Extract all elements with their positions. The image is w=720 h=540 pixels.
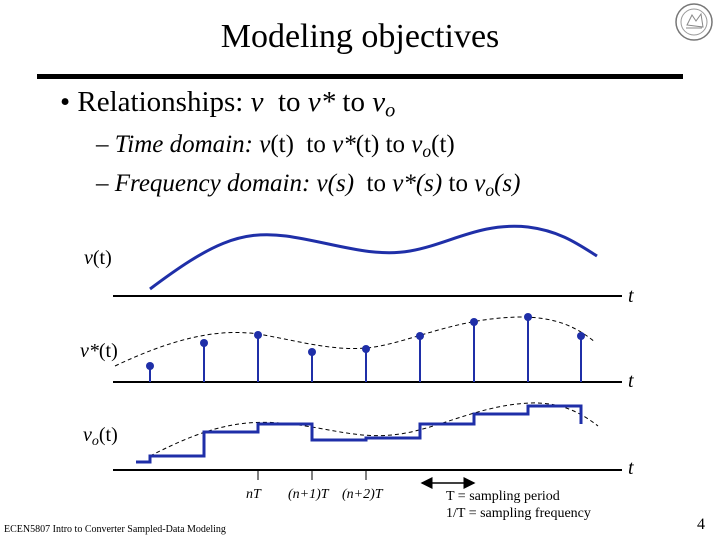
axis-label-t-2: t — [628, 370, 634, 392]
note-sampling-frequency: 1/T = sampling frequency — [446, 506, 591, 521]
bullet-vo-base: v — [372, 86, 386, 118]
time-vstar: v* — [332, 131, 356, 158]
freq-vo-arg: (s) — [494, 170, 521, 197]
impulse-dot-6 — [470, 318, 478, 326]
time-v: v — [259, 131, 271, 158]
slide-title: Modeling objectives — [220, 18, 500, 55]
axis-label-t-3: t — [628, 457, 634, 479]
axis-label-t-1: t — [628, 285, 634, 307]
freq-to-2: to — [448, 170, 468, 197]
label-vo-sub: o — [91, 433, 99, 449]
freq-vstar-arg: (s) — [415, 170, 443, 197]
sample-impulses — [146, 313, 585, 382]
impulse-dot-1 — [200, 339, 208, 347]
impulse-dot-8 — [577, 332, 585, 340]
label-vstar-t: v*(t) — [80, 340, 118, 363]
freq-dash: – — [96, 170, 109, 197]
label-vo-arg: (t) — [98, 424, 118, 446]
time-vo-arg: (t) — [431, 131, 455, 158]
label-vstar-base: v* — [80, 340, 99, 362]
bullet-lead: Relationships: — [77, 86, 251, 118]
note-sampling-period: T = sampling period — [446, 489, 560, 504]
continuous-signal-v — [149, 224, 598, 291]
time-to-1: to — [306, 131, 326, 158]
dashed-envelope-vstar — [114, 316, 596, 367]
bullet-relationships: • Relationships: v to v* to vo — [60, 86, 395, 121]
zero-order-hold-signal-vo — [136, 404, 583, 464]
subbullet-frequency-domain: – Frequency domain: v(s) to v*(s) to vo(… — [96, 170, 521, 200]
impulse-dot-5 — [416, 332, 424, 340]
tick-label-nT: nT — [246, 487, 261, 502]
freq-vo-sub: o — [485, 179, 495, 200]
freq-to-1: to — [366, 170, 386, 197]
bullet-vo: vo — [372, 86, 395, 121]
impulse-dot-4 — [362, 345, 370, 353]
label-vstar-arg: (t) — [98, 340, 118, 362]
time-lead: Time domain: — [114, 131, 260, 158]
tick-label-n1T: (n+1)T — [288, 487, 329, 502]
bullet-to-1: to — [277, 86, 301, 118]
label-v-base: v — [84, 247, 93, 269]
tick-label-n2T: (n+2)T — [342, 487, 383, 502]
freq-v: v — [316, 170, 328, 197]
page-number: 4 — [697, 516, 705, 533]
label-v-t: v(t) — [84, 247, 112, 270]
bullet-v: v — [250, 86, 264, 118]
time-vstar-arg: (t) — [355, 131, 380, 158]
time-dash: – — [96, 131, 109, 158]
impulse-dot-3 — [308, 348, 316, 356]
label-vo-t: vo(t) — [83, 424, 118, 449]
bullet-to-2: to — [342, 86, 365, 118]
impulse-dot-0 — [146, 362, 154, 370]
bullet-marker: • — [60, 86, 71, 118]
time-vo-sub: o — [422, 140, 432, 161]
university-seal-icon — [675, 3, 713, 41]
impulse-dot-2 — [254, 331, 262, 339]
time-vo-base: v — [411, 131, 423, 158]
footer-course: ECEN5807 Intro to Converter Sampled-Data… — [4, 524, 226, 535]
dashed-envelope-vo — [149, 402, 599, 457]
freq-vstar: v* — [392, 170, 416, 197]
subbullet-time-domain: – Time domain: v(t) to v*(t) to vo(t) — [96, 131, 455, 161]
title-divider — [37, 74, 683, 79]
time-v-arg: (t) — [270, 131, 294, 158]
bullet-vstar: v* — [307, 86, 336, 118]
bullet-vo-sub: o — [385, 99, 396, 122]
label-v-arg: (t) — [92, 247, 112, 269]
label-vo-base: v — [83, 424, 92, 446]
freq-vo-base: v — [474, 170, 486, 197]
freq-lead: Frequency domain: — [114, 170, 317, 197]
impulse-dot-7 — [524, 313, 532, 321]
freq-v-arg: (s) — [327, 170, 355, 197]
time-to-2: to — [385, 131, 406, 158]
